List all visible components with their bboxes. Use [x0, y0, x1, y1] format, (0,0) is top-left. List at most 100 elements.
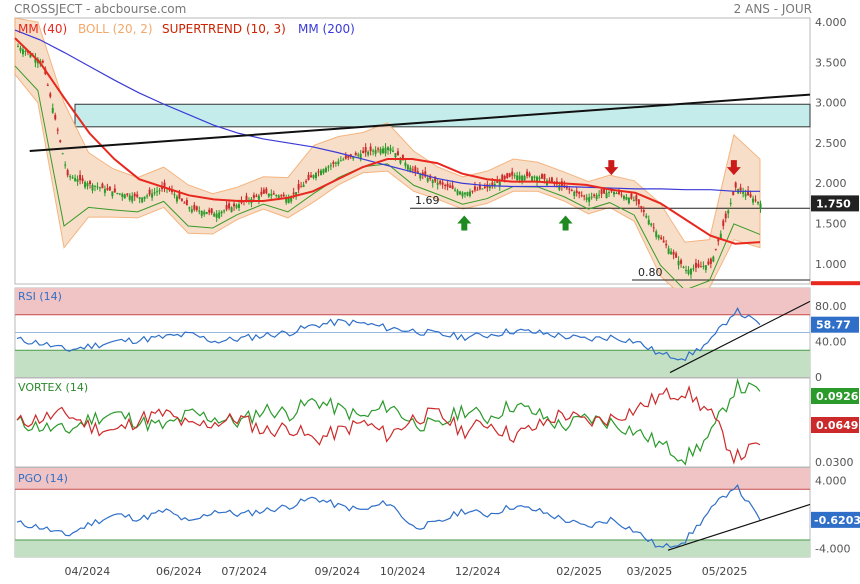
rsi-y-tick: 80.00 — [815, 300, 847, 313]
candle-body — [334, 162, 337, 164]
legend-entry: MM (40) — [18, 22, 67, 36]
candle-body — [193, 205, 196, 210]
candle-body — [327, 166, 330, 168]
candle-body — [228, 203, 231, 209]
buy-arrow-icon — [558, 215, 573, 231]
candle-body — [580, 195, 583, 197]
candle-body — [665, 243, 668, 246]
candle-body — [245, 195, 248, 201]
candle-body — [464, 192, 466, 195]
candle-body — [178, 193, 181, 199]
candle-body — [307, 174, 310, 180]
price-y-tick: 3.500 — [815, 56, 847, 69]
candle-body — [481, 188, 484, 190]
candle-body — [84, 182, 87, 188]
candle-body — [118, 193, 121, 195]
candle-body — [138, 197, 141, 199]
candle-body — [41, 60, 44, 63]
candle-body — [188, 207, 191, 209]
candle-body — [429, 175, 432, 180]
price-y-tick: 2.500 — [815, 137, 847, 150]
candle-body — [451, 185, 454, 189]
candle-body — [136, 194, 139, 197]
x-tick-label: 07/2024 — [221, 565, 267, 578]
candle-body — [605, 192, 608, 199]
candle-body — [297, 183, 300, 190]
price-y-tick: 2.000 — [815, 177, 847, 190]
candle-body — [252, 195, 255, 198]
candle-body — [86, 183, 89, 187]
pane-frame-vtx — [14, 377, 811, 468]
candle-body — [709, 258, 712, 264]
candle-body — [198, 210, 201, 212]
candle-body — [434, 176, 437, 182]
candle-body — [163, 182, 166, 189]
candle-body — [416, 171, 419, 174]
candle-body — [230, 207, 233, 212]
candle-body — [101, 183, 104, 189]
candle-body — [704, 265, 707, 270]
candle-body — [508, 173, 511, 177]
candle-body — [205, 212, 208, 214]
pgo-line — [16, 484, 761, 549]
candle-body — [672, 251, 675, 255]
candle-body — [714, 248, 717, 250]
candle-body — [583, 195, 586, 197]
candle-body — [523, 175, 526, 181]
candle-body — [257, 195, 260, 200]
rsi-y-tick: 0 — [815, 371, 822, 384]
candle-body — [302, 184, 305, 187]
candle-body — [173, 194, 176, 196]
x-tick-label: 10/2024 — [380, 565, 426, 578]
candle-body — [158, 190, 161, 192]
candle-body — [79, 174, 82, 181]
candle-body — [364, 147, 367, 153]
candle-body — [635, 195, 638, 201]
candle-body — [488, 186, 491, 189]
candle-body — [213, 213, 216, 217]
candle-body — [153, 192, 156, 194]
sell-arrow-icon — [604, 160, 619, 176]
candle-body — [468, 191, 471, 197]
candle-body — [575, 190, 578, 193]
candle-body — [747, 190, 750, 196]
candle-body — [290, 196, 293, 202]
candle-body — [471, 190, 474, 192]
candle-body — [59, 140, 62, 142]
candle-body — [578, 191, 581, 195]
candle-body — [439, 180, 442, 184]
candle-body — [533, 176, 536, 178]
candle-body — [377, 148, 380, 150]
candle-body — [501, 174, 504, 181]
x-tick-label: 06/2024 — [156, 565, 202, 578]
candle-body — [319, 170, 322, 176]
candle-body — [622, 195, 625, 199]
candle-body — [98, 187, 101, 189]
candle-body — [235, 205, 238, 208]
candle-body — [739, 187, 742, 191]
candle-body — [491, 182, 494, 186]
candle-body — [324, 167, 327, 173]
candle-body — [496, 180, 499, 183]
candle-body — [536, 176, 539, 183]
candle-body — [712, 256, 715, 262]
rsi-y-tick: 40.00 — [815, 335, 847, 348]
candle-body — [454, 189, 457, 191]
candle-body — [218, 212, 221, 218]
x-tick-label: 09/2024 — [314, 565, 360, 578]
chart-source-title: CROSSJECT - abcbourse.com — [14, 2, 187, 16]
candle-body — [399, 157, 402, 164]
candle-body — [540, 174, 543, 179]
candle-body — [133, 193, 136, 197]
candle-body — [617, 191, 620, 195]
candle-body — [21, 49, 24, 55]
candle-body — [568, 188, 571, 190]
vortex-title: VORTEX (14) — [18, 381, 88, 394]
mm40-line — [14, 37, 761, 245]
candle-body — [550, 177, 553, 183]
candle-body — [588, 197, 591, 202]
candle-body — [632, 199, 635, 201]
candle-body — [260, 191, 263, 195]
candle-body — [317, 171, 320, 173]
vortex-plus-value: 0.0926 — [816, 390, 859, 403]
